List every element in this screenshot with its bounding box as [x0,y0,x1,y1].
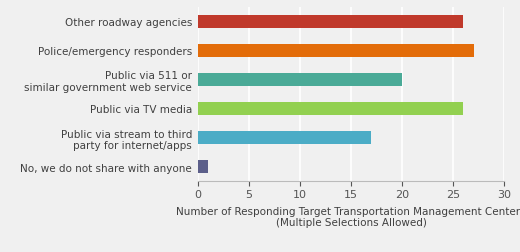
Bar [198,44,474,57]
Bar [198,103,463,115]
Bar [198,132,371,145]
Bar [198,74,402,86]
Bar [198,15,463,28]
Bar [198,161,208,174]
X-axis label: Number of Responding Target Transportation Management Centers
(Multiple Selectio: Number of Responding Target Transportati… [176,206,520,228]
